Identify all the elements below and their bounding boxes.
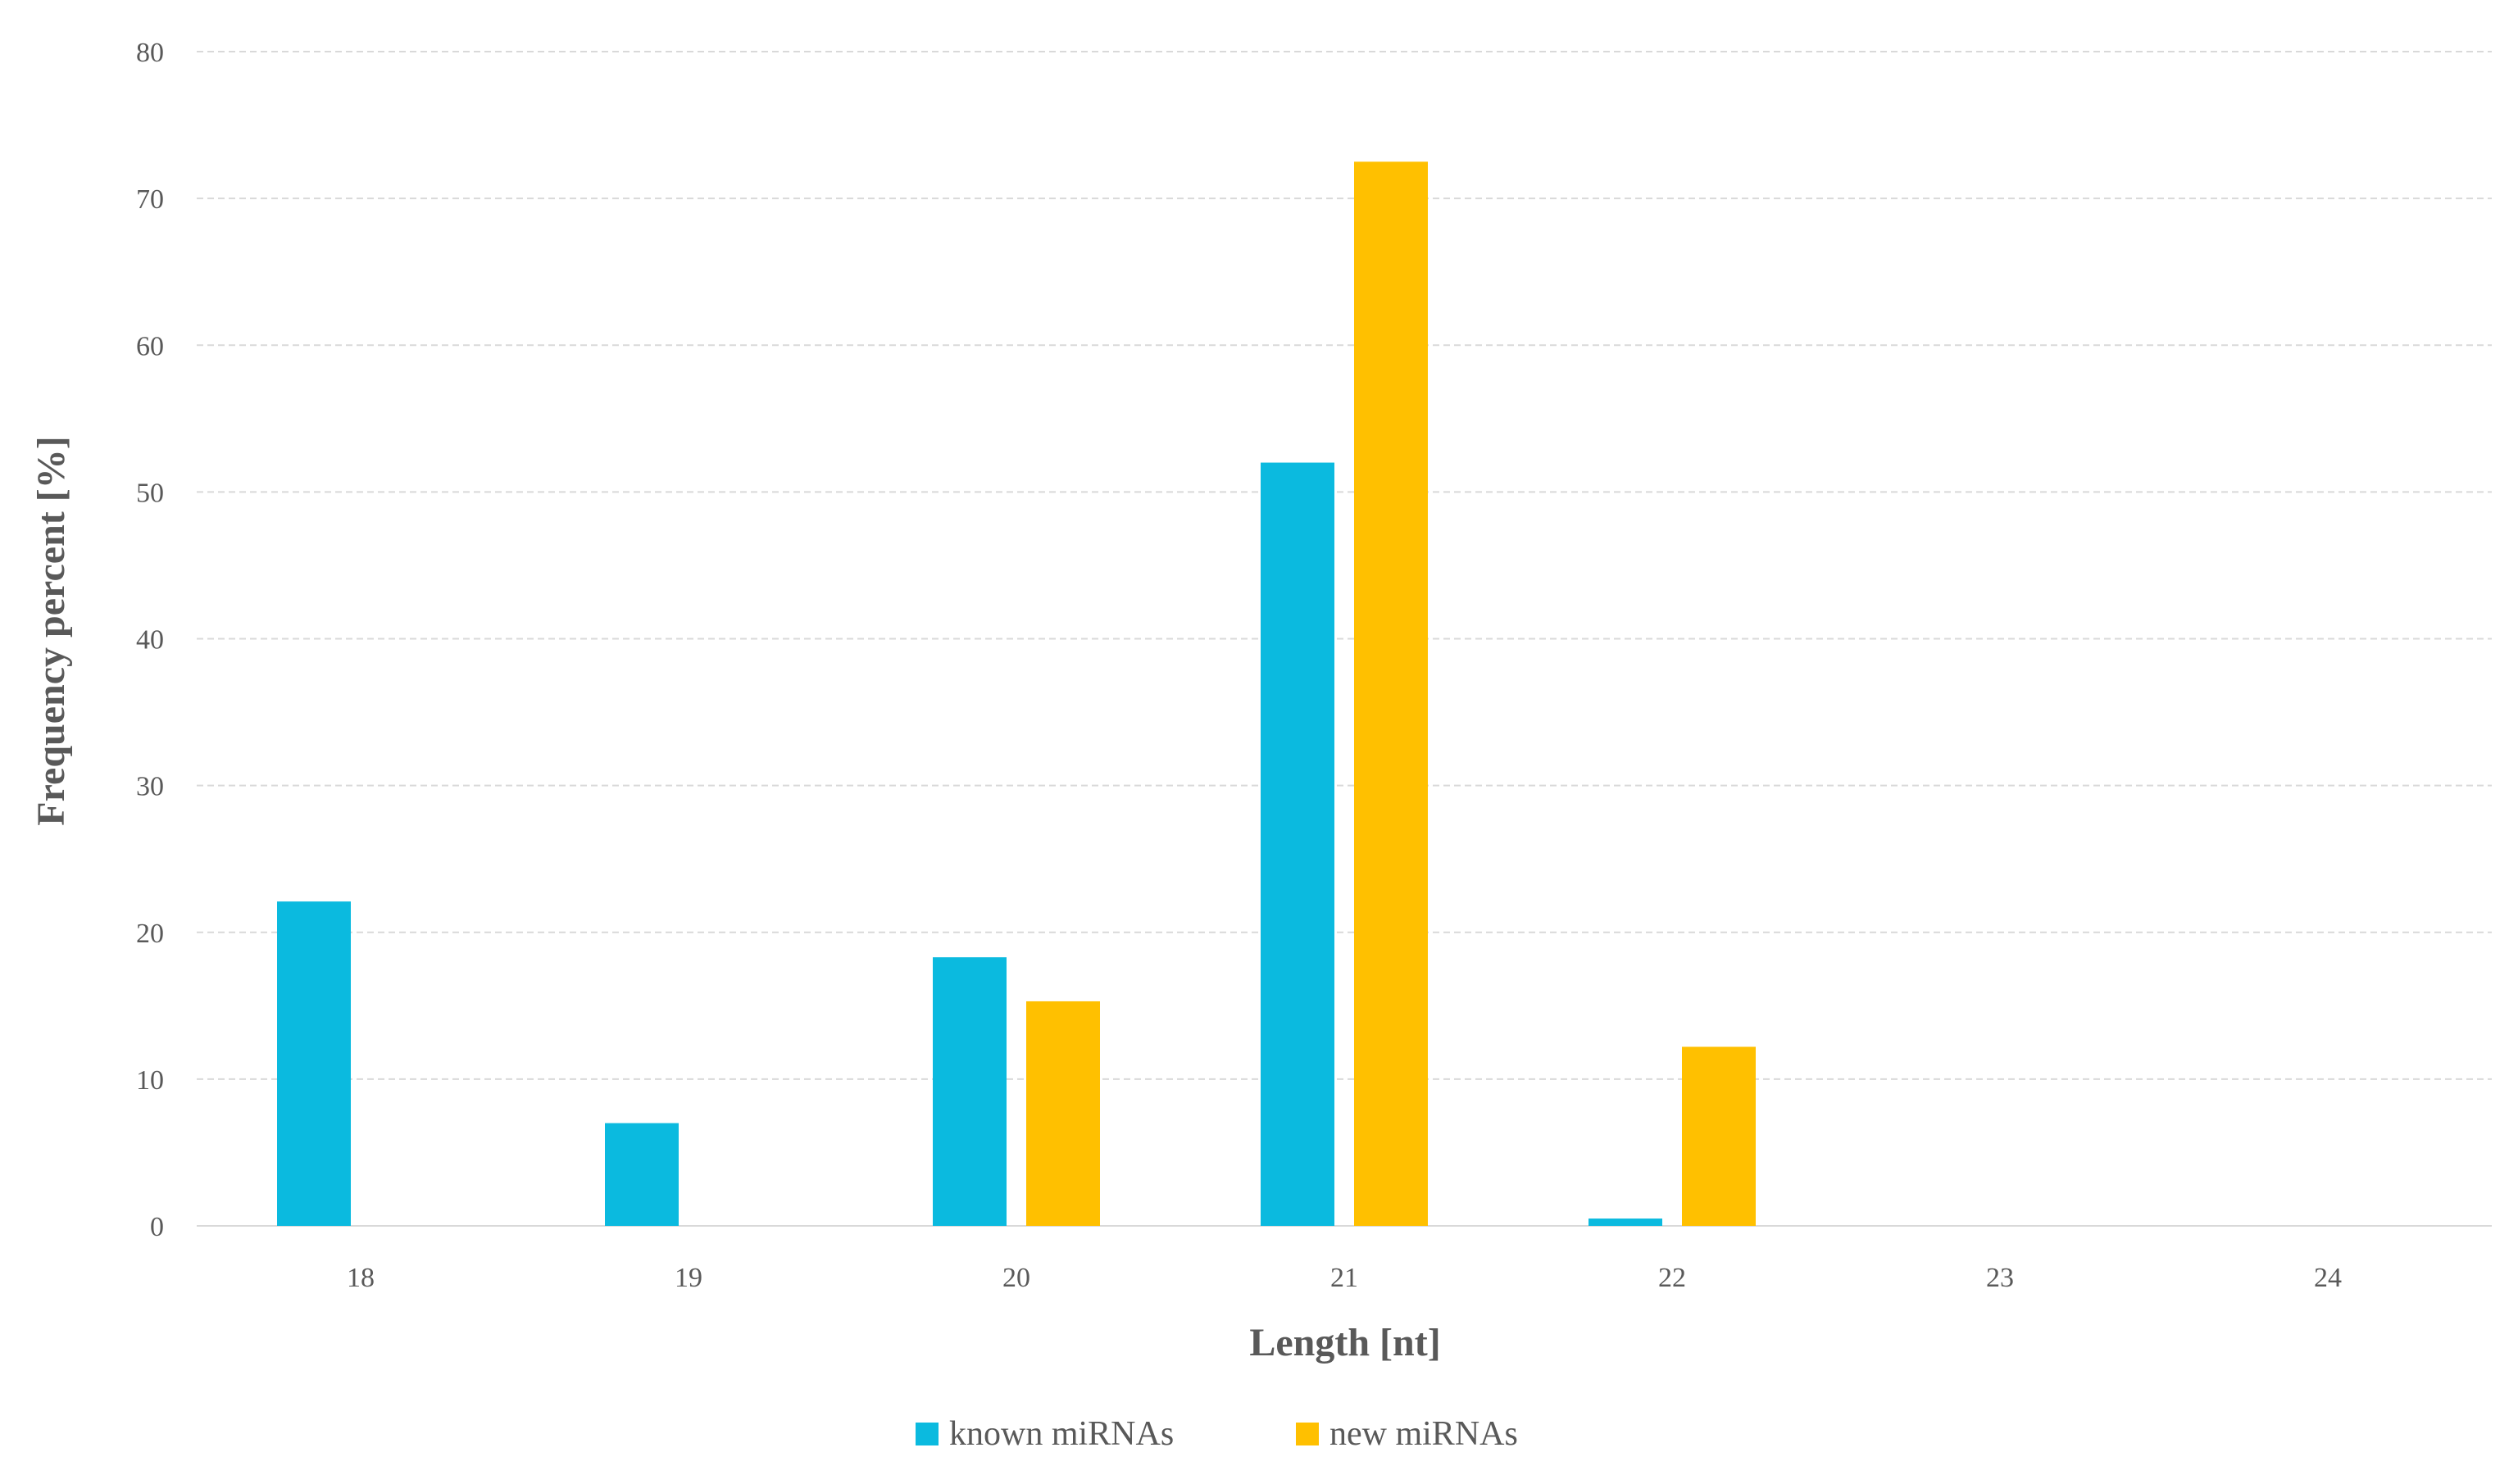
bar-known-mirnas-22 — [1589, 1219, 1662, 1226]
y-tick-label: 40 — [136, 625, 164, 656]
bars — [277, 161, 1756, 1226]
x-tick-label: 24 — [2314, 1263, 2342, 1293]
y-tick-label: 50 — [136, 478, 164, 508]
x-tick-label: 19 — [675, 1263, 702, 1293]
y-tick-label: 80 — [136, 38, 164, 68]
y-tick-label: 60 — [136, 331, 164, 361]
y-tick-label: 0 — [150, 1212, 164, 1242]
y-tick-label: 20 — [136, 919, 164, 949]
legend-swatch-known-mirnas — [916, 1423, 939, 1445]
bar-known-mirnas-21 — [1261, 462, 1334, 1226]
x-tick-label: 21 — [1330, 1263, 1358, 1293]
legend-swatch-new-mirnas — [1296, 1423, 1319, 1445]
legend-label-known-mirnas: known miRNAs — [949, 1415, 1174, 1453]
x-axis-ticks: 18 19 20 21 22 23 24 — [347, 1263, 2342, 1293]
bar-new-mirnas-22 — [1682, 1046, 1756, 1226]
y-tick-label: 70 — [136, 184, 164, 215]
x-tick-label: 20 — [1002, 1263, 1030, 1293]
legend-label-new-mirnas: new miRNAs — [1329, 1415, 1518, 1453]
y-tick-label: 10 — [136, 1065, 164, 1096]
bar-known-mirnas-18 — [277, 901, 351, 1226]
y-axis-ticks: 0 10 20 30 40 50 60 70 80 — [136, 38, 164, 1242]
bar-new-mirnas-20 — [1026, 1001, 1100, 1226]
x-tick-label: 18 — [347, 1263, 375, 1293]
x-tick-label: 22 — [1658, 1263, 1686, 1293]
y-axis-title: Frequency percent [%] — [30, 436, 73, 825]
x-axis-title: Length [nt] — [1249, 1321, 1440, 1364]
legend: known miRNAs new miRNAs — [916, 1415, 1518, 1453]
bar-new-mirnas-21 — [1354, 161, 1428, 1226]
x-tick-label: 23 — [1986, 1263, 2014, 1293]
bar-known-mirnas-19 — [605, 1123, 679, 1226]
gridlines — [197, 51, 2492, 1227]
bar-known-mirnas-20 — [933, 957, 1007, 1226]
y-tick-label: 30 — [136, 772, 164, 802]
